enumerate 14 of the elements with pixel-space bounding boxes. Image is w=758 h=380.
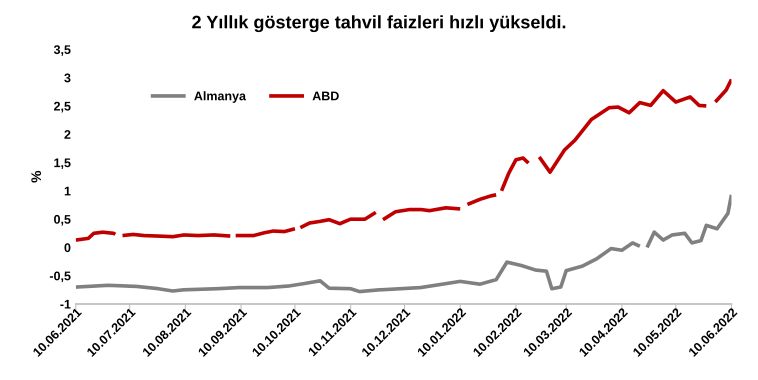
legend-label: ABD [312, 92, 339, 100]
y-tick-label: -0,5 [50, 272, 71, 282]
y-tick-label: 3,5 [54, 45, 71, 56]
y-tick-label: 3 [64, 73, 70, 82]
y-tick-label: 1,5 [54, 158, 71, 170]
y-tick-label: -1 [60, 300, 71, 309]
y-tick-label: 2,5 [54, 102, 71, 112]
y-tick-label: 2 [64, 130, 70, 139]
y-tick-label: 0,5 [54, 214, 71, 226]
y-tick-label: 1 [64, 186, 71, 196]
y-axis-title: % [31, 170, 42, 183]
legend-label: Almanya [194, 91, 246, 103]
y-tick-label: 0 [64, 243, 70, 252]
chart-title: 2 Yıllık gösterge tahvil faizleri hızlı yükseldi. [192, 15, 566, 32]
